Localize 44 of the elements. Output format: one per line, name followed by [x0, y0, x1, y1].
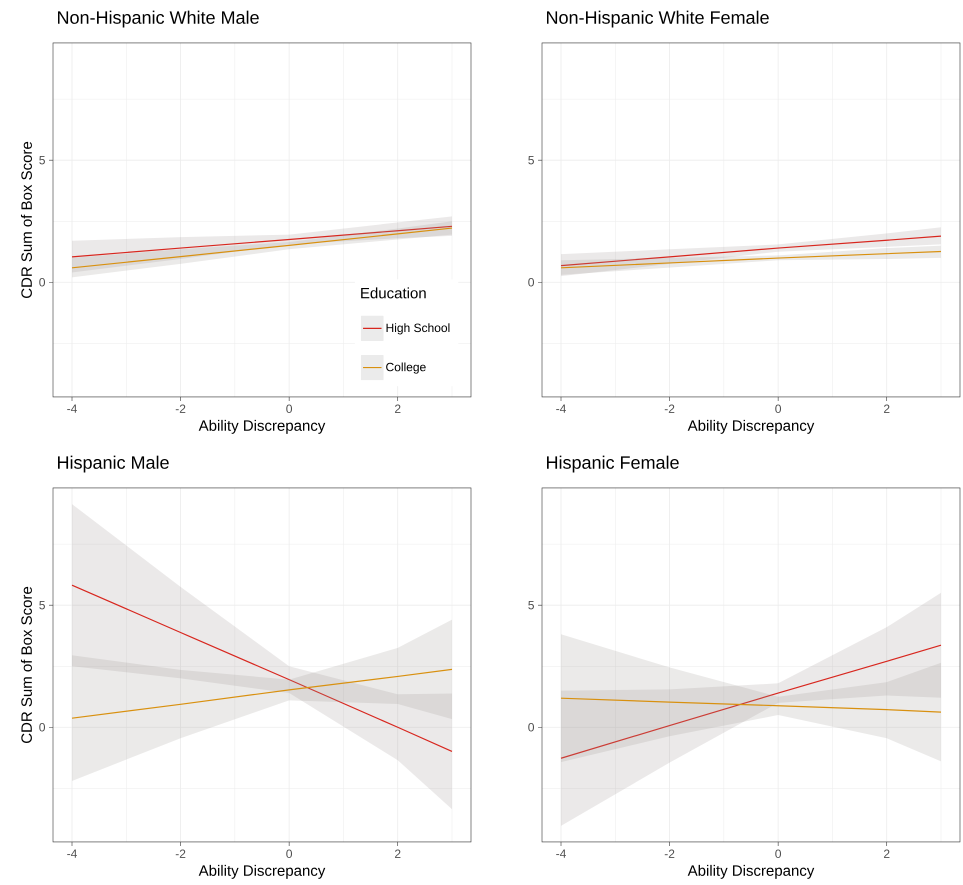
- legend-label: High School: [386, 323, 450, 334]
- line-series: [71, 226, 453, 258]
- y-axis-title: CDR Sum of Box Score: [20, 586, 32, 743]
- y-axis-title: CDR Sum of Box Score: [20, 142, 32, 298]
- y-tick-label: 5: [39, 156, 45, 164]
- x-axis-title: Ability Discrepancy: [198, 420, 326, 434]
- x-tick-label: -4: [67, 404, 77, 413]
- y-tick-label: 0: [528, 722, 534, 732]
- line-series: [560, 698, 942, 713]
- x-tick-label: 0: [775, 404, 782, 414]
- x-tick-label: -4: [556, 404, 566, 413]
- x-axis-title: Ability Discrepancy: [688, 420, 814, 434]
- x-axis-title: Ability Discrepancy: [688, 864, 814, 879]
- x-axis-title: Ability Discrepancy: [198, 864, 326, 879]
- x-tick-label: 0: [286, 850, 292, 858]
- y-tick-label: 0: [39, 278, 46, 286]
- x-tick-label: 2: [884, 850, 890, 858]
- line-series: [560, 250, 942, 268]
- x-tick-label: 2: [884, 404, 890, 413]
- x-tick-label: -2: [176, 850, 186, 858]
- x-tick-label: 2: [394, 850, 400, 858]
- y-tick-label: 0: [39, 722, 46, 732]
- line-series: [71, 227, 453, 268]
- y-tick-label: 0: [528, 278, 534, 286]
- x-tick-label: -4: [67, 850, 77, 858]
- y-tick-label: 5: [528, 156, 534, 164]
- y-tick-label: 5: [528, 600, 534, 610]
- x-tick-label: -2: [664, 850, 674, 858]
- chart-title: Hispanic Female: [547, 456, 679, 472]
- line-series: [71, 584, 453, 752]
- legend-label: College: [386, 362, 426, 374]
- chart-title: Hispanic Male: [58, 456, 169, 472]
- y-tick-label: 5: [39, 600, 45, 610]
- line-series: [560, 236, 942, 266]
- line-series: [71, 668, 453, 719]
- x-tick-label: -2: [664, 404, 674, 413]
- x-tick-label: -4: [556, 850, 566, 858]
- x-tick-label: -2: [176, 404, 186, 413]
- x-tick-label: 0: [775, 850, 782, 858]
- x-tick-label: 0: [286, 404, 292, 414]
- legend-title: Education: [361, 287, 426, 298]
- x-tick-label: 2: [394, 404, 400, 413]
- chart-title: Non-Hispanic White Male: [58, 10, 259, 28]
- chart-title: Non-Hispanic White Female: [547, 10, 769, 28]
